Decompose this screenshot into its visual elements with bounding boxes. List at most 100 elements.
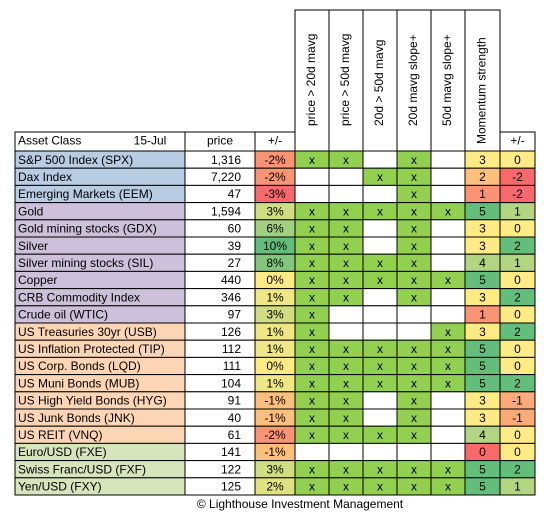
momentum-change: 2 bbox=[514, 462, 521, 476]
signal-cell bbox=[430, 305, 466, 324]
change: 1% bbox=[266, 376, 284, 390]
price-cell bbox=[184, 184, 256, 204]
price: 122 bbox=[221, 462, 241, 476]
signal-mark: x bbox=[445, 462, 451, 476]
price: 47 bbox=[228, 187, 242, 201]
asset-name: Euro/USD (FXE) bbox=[18, 445, 107, 459]
signal-cell bbox=[362, 391, 398, 410]
momentum-change: 0 bbox=[514, 445, 521, 459]
change: -1% bbox=[264, 394, 286, 408]
header-vertical: 20d > 50d mavg bbox=[372, 40, 386, 126]
change: -1% bbox=[264, 411, 286, 425]
price-cell bbox=[184, 253, 256, 272]
momentum-change: -1 bbox=[512, 394, 523, 408]
momentum-change: 0 bbox=[514, 359, 521, 373]
price: 111 bbox=[223, 359, 242, 373]
signal-cell bbox=[362, 305, 398, 324]
change: -2% bbox=[264, 170, 286, 184]
change: -2% bbox=[264, 428, 286, 442]
momentum-change: 0 bbox=[514, 273, 521, 287]
signal-mark: x bbox=[343, 342, 349, 356]
signal-mark: x bbox=[411, 342, 417, 356]
change: 3% bbox=[266, 462, 284, 476]
signal-mark: x bbox=[377, 204, 383, 218]
asset-name: Gold bbox=[18, 204, 43, 218]
signal-mark: x bbox=[309, 273, 315, 287]
change: -3% bbox=[264, 187, 286, 201]
price: 91 bbox=[228, 394, 242, 408]
momentum-change: 2 bbox=[514, 325, 521, 339]
signal-cell bbox=[430, 253, 466, 272]
asset-name: Dax Index bbox=[18, 170, 72, 184]
signal-cell bbox=[430, 391, 466, 410]
signal-mark: x bbox=[343, 290, 349, 304]
price: 97 bbox=[228, 308, 242, 322]
price-cell bbox=[184, 356, 256, 376]
signal-mark: x bbox=[411, 428, 417, 442]
change: 1% bbox=[266, 325, 284, 339]
change: -1% bbox=[264, 445, 286, 459]
price: 112 bbox=[222, 342, 241, 356]
change: 6% bbox=[266, 222, 284, 236]
header-vertical: Momentum strength bbox=[475, 37, 489, 144]
price: 27 bbox=[228, 256, 242, 270]
signal-mark: x bbox=[377, 359, 383, 373]
signal-cell bbox=[294, 442, 330, 462]
asset-name: US Junk Bonds (JNK) bbox=[18, 411, 135, 425]
momentum: 3 bbox=[479, 222, 486, 236]
asset-name: Silver mining stocks (SIL) bbox=[18, 256, 153, 270]
signal-mark: x bbox=[343, 239, 349, 253]
change: 3% bbox=[266, 308, 284, 322]
change: -2% bbox=[264, 153, 286, 167]
header-vertical: price > 20d mavg bbox=[304, 34, 318, 126]
signal-cell bbox=[430, 184, 466, 204]
header-label: +/- bbox=[510, 134, 524, 148]
momentum: 1 bbox=[479, 308, 486, 322]
price-cell bbox=[184, 236, 256, 255]
signal-cell bbox=[396, 322, 432, 341]
signal-cell bbox=[362, 408, 398, 427]
signal-mark: x bbox=[411, 222, 417, 236]
change: 3% bbox=[266, 204, 284, 218]
signal-mark: x bbox=[411, 376, 417, 390]
header-vertical: 50d mavg slope+ bbox=[440, 34, 454, 126]
momentum-change: 1 bbox=[514, 256, 521, 270]
signal-mark: x bbox=[445, 204, 451, 218]
momentum: 2 bbox=[479, 170, 486, 184]
change: 1% bbox=[266, 342, 284, 356]
signal-mark: x bbox=[309, 376, 315, 390]
momentum: 0 bbox=[479, 445, 486, 459]
signal-cell bbox=[430, 408, 466, 427]
signal-mark: x bbox=[343, 480, 349, 494]
signal-mark: x bbox=[309, 222, 315, 236]
signal-mark: x bbox=[343, 256, 349, 270]
price: 7,220 bbox=[211, 170, 241, 184]
signal-mark: x bbox=[411, 462, 417, 476]
signal-mark: x bbox=[445, 480, 451, 494]
change: 8% bbox=[266, 256, 284, 270]
signal-cell bbox=[328, 184, 364, 204]
signal-mark: x bbox=[377, 273, 383, 287]
price: 1,594 bbox=[211, 204, 241, 218]
signal-mark: x bbox=[343, 222, 349, 236]
price-cell bbox=[184, 219, 256, 238]
signal-cell bbox=[328, 442, 364, 462]
signal-mark: x bbox=[309, 239, 315, 253]
momentum-change: 0 bbox=[514, 342, 521, 356]
price-cell bbox=[184, 391, 256, 410]
signal-mark: x bbox=[411, 187, 417, 201]
momentum-change: 2 bbox=[514, 239, 521, 253]
signal-mark: x bbox=[309, 204, 315, 218]
momentum: 5 bbox=[479, 273, 486, 287]
price-cell bbox=[184, 305, 256, 324]
signal-cell bbox=[328, 305, 364, 324]
signal-mark: x bbox=[377, 256, 383, 270]
signal-mark: x bbox=[445, 359, 451, 373]
momentum-change: 0 bbox=[514, 222, 521, 236]
signal-cell bbox=[430, 425, 466, 444]
price: 126 bbox=[221, 325, 241, 339]
price: 40 bbox=[228, 411, 242, 425]
footer: © Lighthouse Investment Management bbox=[197, 497, 404, 511]
change: 10% bbox=[263, 239, 287, 253]
header-label: price bbox=[207, 134, 233, 148]
